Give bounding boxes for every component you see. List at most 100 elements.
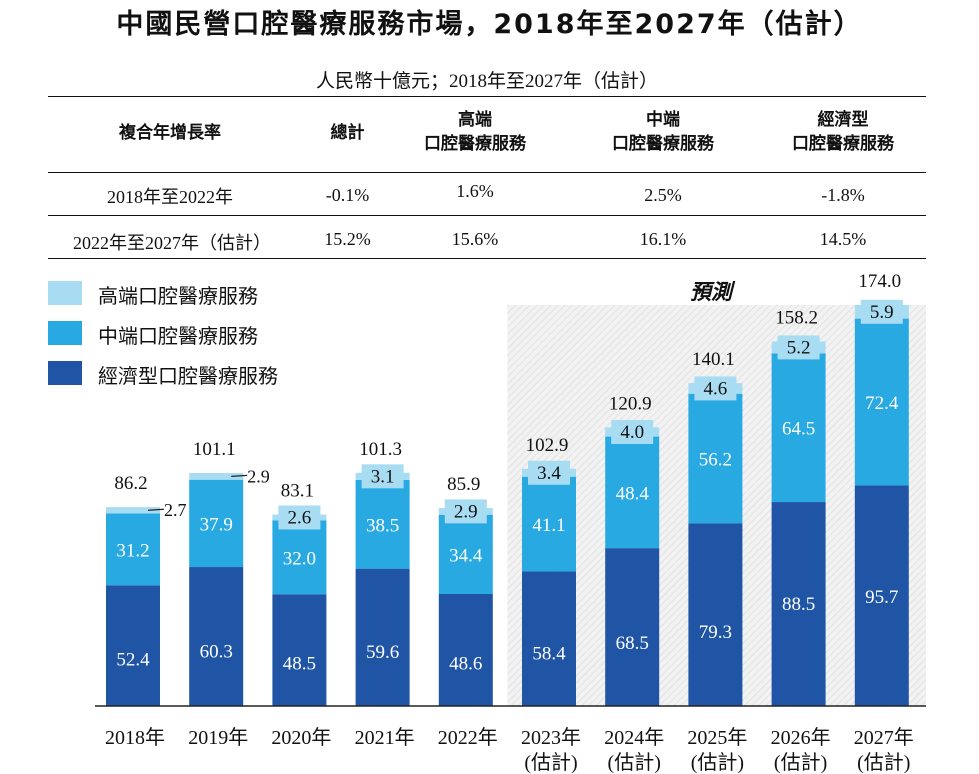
bar-economy-1 (189, 567, 244, 706)
cagr-row2-total: 15.2% (324, 229, 371, 249)
value-label-economy-3: 59.6 (366, 642, 399, 663)
bar-mid-tier-5 (522, 476, 576, 572)
x-tick-label-8: 2026年 (771, 726, 831, 749)
bar-mid-tier-0 (106, 513, 160, 586)
value-label-mid-2: 32.0 (283, 548, 316, 569)
bar-mid-tier-7 (688, 393, 743, 524)
value-label-high-8: 5.2 (787, 337, 811, 358)
x-tick-label-3: 2021年 (355, 726, 415, 749)
unit-caption: 人民幣十億元；2018年至2027年（估計） (315, 71, 658, 92)
total-label-7: 140.1 (692, 349, 735, 370)
total-label-6: 120.9 (609, 393, 652, 414)
cagr-row2-mid: 16.1% (639, 229, 687, 249)
cagr-row1-total: -0.1% (325, 185, 370, 205)
legend-swatch-mid (48, 321, 82, 345)
bar-mid-tier-3 (355, 479, 410, 569)
x-tick-label-9: 2027年 (854, 726, 914, 749)
value-label-high-4: 2.9 (454, 501, 478, 522)
value-label-economy-6: 68.5 (616, 633, 649, 654)
value-label-mid-7: 56.2 (699, 449, 732, 470)
value-label-mid-4: 34.4 (449, 545, 483, 566)
cagr-row2-high: 15.6% (451, 229, 499, 249)
x-tick-label-6: 2024年 (604, 726, 664, 749)
value-label-high-1: 2.9 (247, 466, 270, 486)
bar-economy-9 (854, 485, 909, 706)
value-callout-high-9 (860, 299, 903, 324)
table-top-rule (48, 96, 926, 97)
bar-mid-tier-2 (272, 520, 327, 595)
bar-mid-tier-1 (189, 479, 244, 568)
value-label-leader-0 (147, 508, 165, 511)
value-label-leader-1 (231, 474, 248, 477)
x-tick-label-8-estimate: (估計) (774, 751, 827, 774)
x-tick-label-0: 2018年 (105, 726, 165, 749)
cagr-header-label: 複合年增長率 (119, 123, 221, 143)
x-tick-label-7: 2025年 (687, 726, 747, 749)
value-label-economy-8: 88.5 (782, 594, 815, 615)
bar-economy-8 (771, 502, 826, 706)
cagr-header-mid: 中端 口腔醫療服務 (612, 110, 714, 154)
value-label-economy-5: 58.4 (532, 643, 566, 664)
value-label-high-9: 5.9 (870, 302, 894, 323)
value-label-mid-0: 31.2 (116, 540, 149, 561)
value-callout-high-5 (528, 460, 570, 485)
value-label-mid-8: 64.5 (782, 419, 815, 440)
x-tick-label-5-estimate: (估計) (524, 751, 577, 774)
total-label-5: 102.9 (526, 435, 569, 456)
cagr-row1-economy: -1.8% (821, 185, 865, 205)
bar-economy-7 (688, 523, 743, 706)
value-label-high-3: 3.1 (371, 466, 395, 487)
value-label-economy-0: 52.4 (116, 650, 150, 671)
value-label-economy-1: 60.3 (200, 641, 233, 662)
value-label-high-5: 3.4 (537, 463, 561, 484)
bar-economy-3 (355, 568, 410, 706)
bar-economy-6 (605, 548, 660, 706)
x-tick-label-5: 2023年 (521, 726, 581, 749)
cagr-header-economy: 經濟型 口腔醫療服務 (792, 110, 894, 154)
value-callout-high-6 (611, 419, 654, 444)
bar-high-end-1 (189, 473, 244, 480)
table-header-rule (48, 172, 926, 173)
x-tick-label-9-estimate: (估計) (857, 751, 910, 774)
cagr-row1-mid: 2.5% (644, 185, 682, 205)
value-callout-high-3 (361, 464, 404, 489)
value-label-mid-6: 48.4 (616, 483, 650, 504)
bar-economy-2 (272, 594, 327, 706)
value-label-mid-9: 72.4 (865, 393, 899, 414)
legend-label-economy: 經濟型口腔醫療服務 (98, 364, 278, 388)
value-label-economy-2: 48.5 (283, 654, 316, 675)
value-label-mid-1: 37.9 (200, 514, 233, 535)
forecast-label: 預測 (690, 280, 732, 304)
total-label-2: 83.1 (281, 480, 314, 501)
bar-economy-4 (438, 593, 493, 706)
x-tick-label-6-estimate: (估計) (608, 751, 661, 774)
bar-high-end-0 (106, 507, 160, 514)
value-callout-high-8 (777, 335, 820, 360)
bar-mid-tier-4 (438, 514, 493, 594)
bar-mid-tier-9 (854, 318, 909, 486)
x-tick-label-2: 2020年 (271, 726, 331, 749)
total-label-3: 101.3 (359, 439, 402, 460)
bar-mid-tier-6 (605, 436, 660, 549)
total-label-4: 85.9 (447, 474, 480, 495)
value-label-mid-3: 38.5 (366, 515, 399, 536)
bar-economy-0 (106, 585, 160, 706)
x-tick-label-1: 2019年 (188, 726, 248, 749)
value-label-economy-4: 48.6 (449, 654, 482, 675)
total-label-9: 174.0 (858, 271, 901, 292)
bar-mid-tier-8 (771, 353, 826, 503)
total-label-8: 158.2 (775, 307, 818, 328)
cagr-row2-period: 2022年至2027年（估計） (73, 233, 271, 253)
value-label-high-7: 4.6 (704, 378, 728, 399)
legend-swatch-economy (48, 361, 82, 385)
total-label-0: 86.2 (114, 473, 147, 494)
value-label-mid-5: 41.1 (532, 515, 565, 536)
value-label-high-2: 2.6 (288, 507, 312, 528)
value-label-economy-9: 95.7 (865, 587, 898, 608)
x-tick-label-7-estimate: (估計) (691, 751, 744, 774)
cagr-row1-high: 1.6% (456, 181, 494, 201)
chart-title: 中國民營口腔醫療服務市場，2018年至2027年（估計） (116, 9, 863, 40)
total-label-1: 101.1 (193, 439, 236, 460)
value-callout-high-7 (694, 376, 737, 401)
